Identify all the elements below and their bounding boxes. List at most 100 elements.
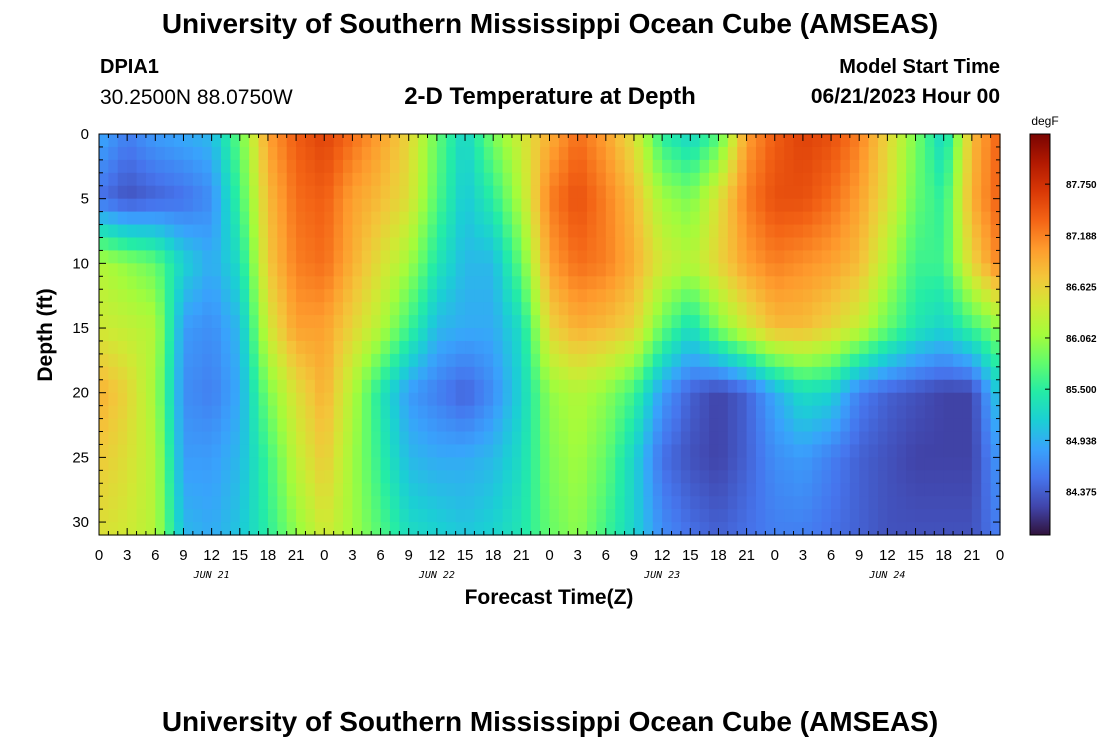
heatmap-cell <box>521 470 532 484</box>
heatmap-cell <box>577 418 588 433</box>
heatmap-cell <box>774 470 785 484</box>
heatmap-cell <box>558 496 569 510</box>
heatmap-cell <box>389 457 400 471</box>
heatmap-cell <box>333 315 344 329</box>
heatmap-cell <box>549 340 560 355</box>
heatmap-cell <box>267 405 278 420</box>
heatmap-cell <box>568 276 579 290</box>
heatmap-cell <box>530 237 541 252</box>
heatmap-cell <box>296 237 307 252</box>
heatmap-cell <box>267 392 278 407</box>
heatmap-cell <box>896 328 907 342</box>
heatmap-cell <box>699 509 710 523</box>
heatmap-cell <box>962 431 973 446</box>
heatmap-cell <box>924 159 935 174</box>
heatmap-cell <box>164 457 175 471</box>
heatmap-cell <box>108 146 119 161</box>
heatmap-cell <box>971 134 982 148</box>
heatmap-cell <box>859 418 870 433</box>
heatmap-cell <box>849 509 860 523</box>
heatmap-cell <box>971 340 982 355</box>
heatmap-cell <box>746 328 757 342</box>
heatmap-cell <box>286 405 297 420</box>
heatmap-cell <box>465 340 476 355</box>
heatmap-cell <box>502 418 513 433</box>
heatmap-cell <box>793 289 804 303</box>
heatmap-cell <box>849 483 860 497</box>
heatmap-cell <box>521 340 532 355</box>
heatmap-cell <box>558 134 569 148</box>
heatmap-cell <box>962 289 973 303</box>
heatmap-cell <box>267 522 278 536</box>
heatmap-cell <box>230 198 241 213</box>
heatmap-cell <box>418 146 429 161</box>
heatmap-cell <box>333 224 344 239</box>
heatmap-cell <box>887 315 898 329</box>
station-id: DPIA1 <box>100 56 159 78</box>
heatmap-cell <box>587 496 598 510</box>
heatmap-cell <box>343 522 354 536</box>
heatmap-cell <box>587 405 598 420</box>
heatmap-cell <box>530 379 541 394</box>
heatmap-cell <box>605 418 616 433</box>
heatmap-cell <box>305 211 316 226</box>
heatmap-cell <box>155 366 166 381</box>
heatmap-cell <box>483 172 494 187</box>
heatmap-cell <box>174 172 185 187</box>
heatmap-cell <box>446 457 457 471</box>
heatmap-cell <box>643 418 654 433</box>
heatmap-cell <box>192 483 203 497</box>
heatmap-cell <box>521 159 532 174</box>
heatmap-cell <box>540 146 551 161</box>
heatmap-cell <box>230 263 241 277</box>
heatmap-cell <box>286 302 297 316</box>
heatmap-cell <box>633 522 644 536</box>
heatmap-cell <box>662 315 673 329</box>
heatmap-cell <box>418 302 429 316</box>
heatmap-cell <box>784 185 795 200</box>
heatmap-cell <box>511 224 522 239</box>
heatmap-cell <box>324 315 335 329</box>
heatmap-cell <box>455 134 466 148</box>
heatmap-cell <box>389 366 400 381</box>
heatmap-cell <box>192 159 203 174</box>
heatmap-cell <box>587 159 598 174</box>
x-tick-label: 3 <box>799 547 807 564</box>
heatmap-cell <box>953 276 964 290</box>
heatmap-cell <box>465 353 476 368</box>
heatmap-cell <box>915 289 926 303</box>
heatmap-cell <box>774 353 785 368</box>
heatmap-cell <box>465 470 476 484</box>
heatmap-cell <box>296 418 307 433</box>
heatmap-cell <box>174 366 185 381</box>
heatmap-cell <box>314 405 325 420</box>
heatmap-cell <box>765 509 776 523</box>
heatmap-cell <box>643 470 654 484</box>
heatmap-cell <box>380 198 391 213</box>
heatmap-cell <box>540 418 551 433</box>
heatmap-cell <box>145 224 156 239</box>
heatmap-cell <box>568 159 579 174</box>
heatmap-cell <box>840 211 851 226</box>
heatmap-cell <box>624 211 635 226</box>
heatmap-cell <box>352 224 363 239</box>
heatmap-cell <box>596 405 607 420</box>
heatmap-cell <box>906 328 917 342</box>
heatmap-cell <box>371 483 382 497</box>
heatmap-cell <box>249 418 260 433</box>
heatmap-cell <box>418 366 429 381</box>
heatmap-cell <box>371 457 382 471</box>
heatmap-cell <box>436 315 447 329</box>
heatmap-cell <box>596 211 607 226</box>
heatmap-cell <box>493 457 504 471</box>
heatmap-cell <box>108 522 119 536</box>
heatmap-cell <box>868 392 879 407</box>
heatmap-cell <box>108 237 119 252</box>
heatmap-cell <box>943 224 954 239</box>
heatmap-cell <box>192 340 203 355</box>
heatmap-cell <box>587 366 598 381</box>
heatmap-cell <box>605 315 616 329</box>
heatmap-cell <box>155 328 166 342</box>
heatmap-cell <box>361 185 372 200</box>
heatmap-cell <box>990 509 1001 523</box>
